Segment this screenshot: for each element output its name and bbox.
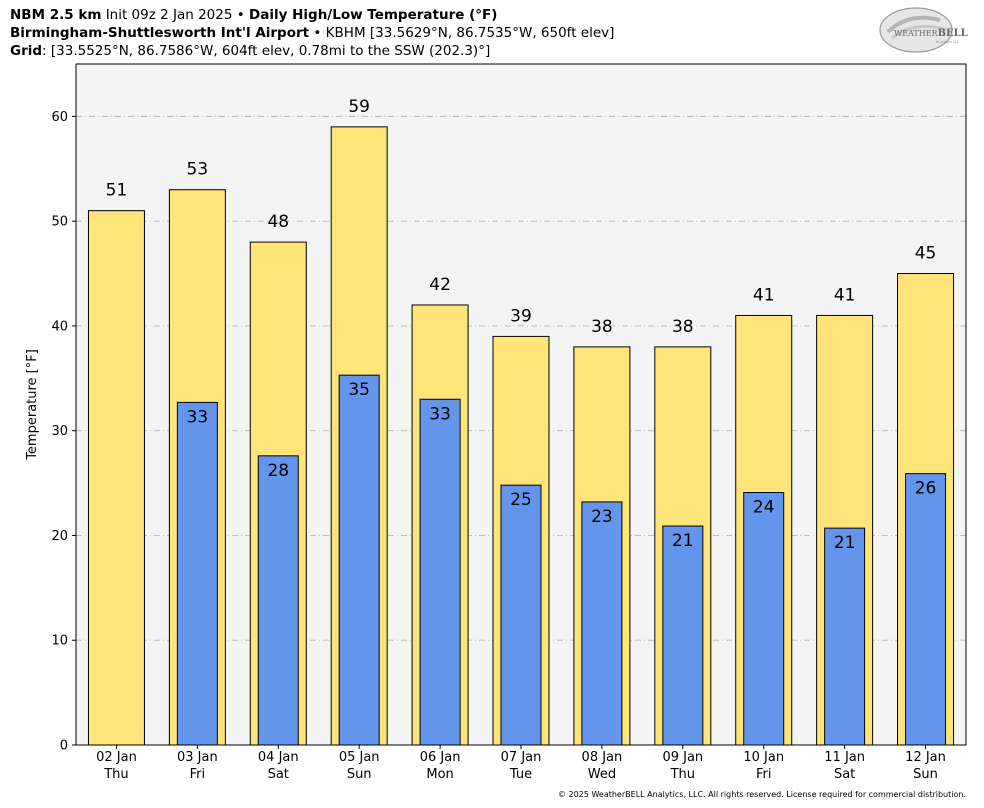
- y-tick-label: 40: [51, 319, 68, 334]
- y-tick-label: 0: [60, 739, 68, 754]
- model-name: NBM 2.5 km: [10, 7, 102, 23]
- init-time: Init 09z 2 Jan 2025: [105, 7, 233, 23]
- x-tick-label-weekday: Thu: [103, 767, 128, 782]
- header-line-3: Grid: [33.5525°N, 86.7586°W, 604ft elev,…: [10, 42, 970, 60]
- low-bar: [500, 484, 542, 746]
- grid-label: Grid: [10, 43, 43, 59]
- low-value-label: 24: [753, 498, 775, 518]
- weatherbell-logo: WEATHERBELL Analytics LLC: [879, 7, 968, 53]
- high-value-label: 38: [672, 317, 694, 337]
- copyright-notice: © 2025 WeatherBELL Analytics, LLC. All r…: [558, 790, 966, 799]
- low-bar: [581, 501, 623, 746]
- y-axis: 0 10 20 30 40 50 60: [51, 110, 76, 754]
- svg-text:WEATHERBELL: WEATHERBELL: [894, 28, 968, 39]
- y-tick-label: 50: [51, 215, 68, 230]
- high-value-label: 53: [187, 160, 209, 180]
- x-tick-label-date: 04 Jan: [258, 750, 299, 765]
- high-value-label: 59: [348, 97, 370, 117]
- high-value-label: 41: [753, 285, 775, 305]
- low-bar: [257, 455, 299, 746]
- high-value-label: 39: [510, 306, 532, 326]
- y-tick-label: 20: [51, 529, 68, 544]
- x-tick-label-date: 06 Jan: [420, 750, 461, 765]
- low-bar: [176, 401, 218, 746]
- y-tick-label: 30: [51, 424, 68, 439]
- low-bar: [905, 473, 947, 746]
- bars: [87, 126, 955, 746]
- x-tick-label-date: 02 Jan: [96, 750, 137, 765]
- separator: •: [313, 25, 322, 41]
- x-tick-label-weekday: Mon: [426, 767, 453, 782]
- low-bar: [662, 525, 704, 746]
- low-bar: [338, 374, 380, 746]
- bar-labels: 51 53 33 48 28 59 35 42 33 39 25 38 23 38 21 41 24 41 21 45…: [106, 97, 937, 553]
- header-line-2: Birmingham-Shuttlesworth Int'l Airport •…: [10, 24, 970, 42]
- high-value-label: 45: [915, 244, 937, 264]
- y-tick-label: 10: [51, 634, 68, 649]
- grid-info: : [33.5525°N, 86.7586°W, 604ft elev, 0.7…: [42, 43, 491, 59]
- x-tick-label-date: 07 Jan: [501, 750, 542, 765]
- chart-title: Daily High/Low Temperature (°F): [249, 7, 498, 23]
- low-value-label: 28: [267, 461, 289, 481]
- x-tick-label-weekday: Sat: [268, 767, 289, 782]
- x-tick-label-weekday: Thu: [670, 767, 695, 782]
- low-value-label: 21: [834, 533, 856, 553]
- low-value-label: 33: [429, 404, 451, 424]
- x-tick-label-weekday: Sat: [834, 767, 855, 782]
- x-tick-label-weekday: Fri: [190, 767, 206, 782]
- high-value-label: 51: [106, 181, 128, 201]
- x-tick-label-date: 10 Jan: [743, 750, 784, 765]
- x-tick-label-date: 08 Jan: [582, 750, 623, 765]
- x-axis: 02 Jan Thu 03 Jan Fri 04 Jan Sat 05 Jan Sun 06 J…: [96, 745, 946, 782]
- station-name: Birmingham-Shuttlesworth Int'l Airport: [10, 25, 310, 41]
- low-value-label: 25: [510, 490, 532, 510]
- x-tick-label-date: 11 Jan: [824, 750, 865, 765]
- y-tick-label: 60: [51, 110, 68, 125]
- low-value-label: 26: [915, 479, 937, 499]
- high-value-label: 41: [834, 285, 856, 305]
- x-tick-label-weekday: Sun: [347, 767, 372, 782]
- low-bar: [743, 492, 785, 746]
- chart-header: NBM 2.5 km Init 09z 2 Jan 2025 • Daily H…: [10, 6, 970, 60]
- high-value-label: 42: [429, 275, 451, 295]
- x-tick-label-date: 05 Jan: [339, 750, 380, 765]
- x-tick-label-weekday: Fri: [756, 767, 772, 782]
- high-value-label: 38: [591, 317, 613, 337]
- low-value-label: 33: [187, 407, 209, 427]
- x-tick-label-date: 12 Jan: [905, 750, 946, 765]
- low-value-label: 21: [672, 531, 694, 551]
- x-tick-label-weekday: Sun: [913, 767, 938, 782]
- high-bar: [87, 210, 145, 746]
- x-tick-label-weekday: Wed: [588, 767, 616, 782]
- low-value-label: 23: [591, 507, 613, 527]
- low-bar: [824, 527, 866, 746]
- separator: •: [236, 7, 245, 23]
- x-tick-label-weekday: Tue: [509, 767, 532, 782]
- low-value-label: 35: [348, 380, 370, 400]
- low-bar: [419, 398, 461, 746]
- station-info: KBHM [33.5629°N, 86.7535°W, 650ft elev]: [325, 25, 615, 41]
- y-axis-label: Temperature [°F]: [25, 349, 40, 461]
- x-tick-label-date: 09 Jan: [662, 750, 703, 765]
- high-value-label: 48: [267, 212, 289, 232]
- svg-text:Analytics LLC: Analytics LLC: [936, 40, 960, 44]
- header-line-1: NBM 2.5 km Init 09z 2 Jan 2025 • Daily H…: [10, 6, 970, 24]
- x-tick-label-date: 03 Jan: [177, 750, 218, 765]
